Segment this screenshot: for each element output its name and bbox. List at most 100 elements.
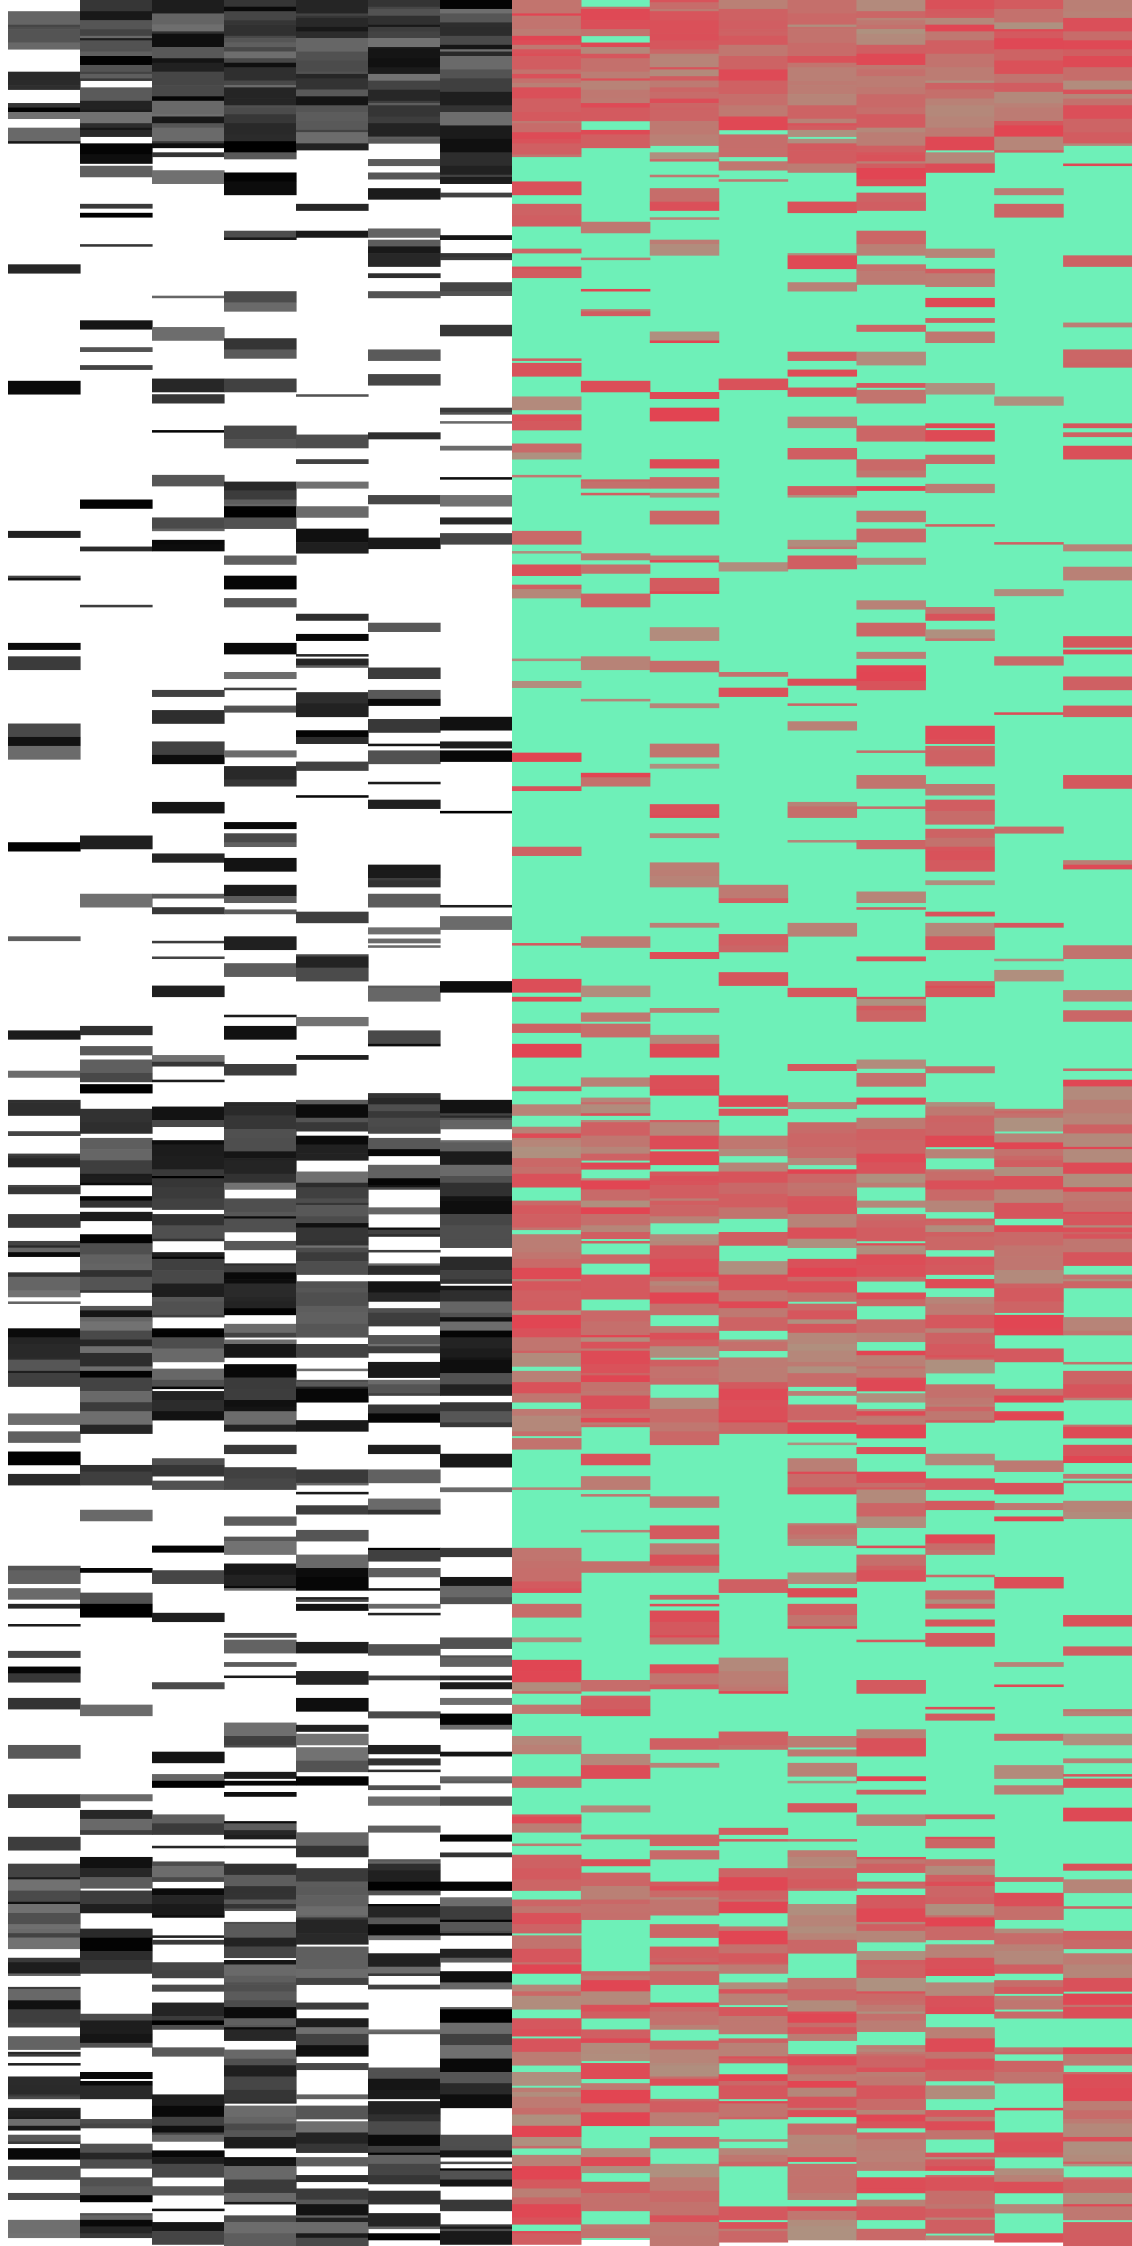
- heatmap-right-cell: [1063, 2004, 1132, 2008]
- heatmap-right-cell: [718, 2148, 789, 2156]
- heatmap-left-cell: [296, 1886, 369, 1896]
- heatmap-right-cell: [580, 1904, 651, 1914]
- heatmap-right-cell: [787, 1780, 858, 1784]
- heatmap-left-cell: [368, 1758, 441, 1766]
- heatmap-left-cell: [296, 1135, 369, 1145]
- heatmap-left-cell: [440, 2161, 513, 2165]
- heatmap-left-cell: [296, 956, 369, 968]
- heatmap-right-cell: [787, 1133, 858, 1148]
- heatmap-right-cell: [856, 264, 926, 272]
- heatmap-left-cell: [224, 1937, 297, 1947]
- heatmap-right-cell: [649, 875, 720, 888]
- heatmap-left-cell: [296, 1323, 369, 1338]
- heatmap-left-cell: [368, 2114, 441, 2122]
- heatmap-right-cell: [856, 179, 926, 187]
- heatmap-right-cell: [994, 2233, 1064, 2243]
- heatmap-right-cell: [512, 943, 582, 946]
- heatmap-right-cell: [512, 17, 582, 30]
- heatmap-right-cell: [787, 1534, 858, 1540]
- heatmap-left-cell: [296, 1960, 369, 1970]
- heatmap-right-cell: [925, 273, 995, 288]
- heatmap-left-cell: [152, 33, 225, 48]
- heatmap-left-cell: [8, 1904, 81, 1914]
- heatmap-right-cell: [718, 2116, 789, 2120]
- heatmap-right-cell: [512, 53, 582, 57]
- heatmap-right-cell: [1063, 11, 1132, 19]
- heatmap-right-cell: [925, 1897, 995, 1905]
- heatmap-right-cell: [649, 1850, 720, 1860]
- heatmap-right-cell: [512, 2233, 582, 2245]
- heatmap-right-cell: [649, 2076, 720, 2080]
- heatmap-right-cell: [718, 1686, 789, 1692]
- heatmap-right-cell: [925, 8, 995, 14]
- heatmap-right-cell: [580, 1859, 651, 1867]
- heatmap-left-cell: [152, 1270, 225, 1284]
- heatmap-right-cell: [787, 94, 858, 106]
- heatmap-left-cell: [368, 864, 441, 879]
- heatmap-left-cell: [224, 1240, 297, 1251]
- heatmap-left-cell: [224, 833, 297, 843]
- heatmap-right-cell: [580, 71, 651, 79]
- heatmap-right-cell: [512, 40, 582, 46]
- heatmap-left-cell: [80, 2159, 153, 2169]
- heatmap-right-cell: [787, 1281, 858, 1293]
- heatmap-right-cell: [718, 80, 789, 95]
- heatmap-left-cell: [440, 165, 513, 176]
- heatmap-right-cell: [787, 1146, 858, 1159]
- heatmap-right-cell: [925, 1066, 995, 1074]
- heatmap-left-cell: [224, 80, 297, 86]
- heatmap-left-cell: [224, 1821, 297, 1824]
- heatmap-left-cell: [80, 112, 153, 124]
- heatmap-right-cell: [925, 423, 995, 429]
- heatmap-right-cell: [787, 62, 858, 68]
- heatmap-left-cell: [152, 47, 225, 59]
- heatmap-right-cell: [512, 2096, 582, 2109]
- heatmap-right-cell: [649, 203, 720, 211]
- heatmap-right-cell: [580, 1382, 651, 1392]
- heatmap-left-cell: [8, 1473, 81, 1486]
- heatmap-right-cell: [649, 2163, 720, 2178]
- heatmap-right-cell: [787, 1158, 858, 1166]
- heatmap-right-cell: [649, 2136, 720, 2149]
- heatmap-left-cell: [296, 1469, 369, 1484]
- heatmap-right-cell: [649, 1890, 720, 1898]
- heatmap-left-cell: [8, 1158, 81, 1168]
- heatmap-left-cell: [224, 2049, 297, 2059]
- heatmap-left-cell: [368, 743, 441, 747]
- heatmap-left-cell: [440, 176, 513, 184]
- heatmap-left-cell: [440, 1214, 513, 1226]
- heatmap-right-cell: [994, 712, 1064, 715]
- heatmap-left-cell: [8, 2009, 81, 2024]
- heatmap-right-cell: [580, 309, 651, 312]
- heatmap-left-cell: [296, 1388, 369, 1403]
- heatmap-left-cell: [224, 2058, 297, 2066]
- heatmap-right-cell: [512, 2204, 582, 2218]
- heatmap-left-cell: [440, 138, 513, 153]
- heatmap-right-cell: [718, 147, 789, 158]
- heatmap-left-cell: [8, 2119, 81, 2127]
- heatmap-left-cell: [296, 2237, 369, 2246]
- heatmap-left-cell: [224, 58, 297, 64]
- heatmap-right-cell: [925, 911, 995, 917]
- heatmap-right-cell: [856, 1366, 926, 1369]
- heatmap-right-cell: [994, 203, 1064, 218]
- heatmap-right-cell: [649, 1899, 720, 1912]
- heatmap-right-cell: [580, 257, 651, 261]
- heatmap-left-cell: [296, 31, 369, 39]
- heatmap-right-cell: [512, 1086, 582, 1092]
- heatmap-left-cell: [80, 165, 153, 178]
- heatmap-right-cell: [787, 123, 858, 126]
- heatmap-right-cell: [1063, 945, 1132, 960]
- heatmap-right-cell: [580, 1350, 651, 1365]
- heatmap-left-cell: [296, 1382, 369, 1387]
- heatmap-right-cell: [649, 40, 720, 50]
- heatmap-right-cell: [649, 1664, 720, 1674]
- heatmap-right-cell: [925, 1314, 995, 1329]
- heatmap-right-cell: [925, 739, 995, 744]
- heatmap-right-cell: [856, 1059, 926, 1069]
- heatmap-right-cell: [787, 1863, 858, 1867]
- heatmap-left-cell: [152, 1144, 225, 1157]
- heatmap-right-cell: [512, 1258, 582, 1269]
- heatmap-left-cell: [224, 1675, 297, 1679]
- heatmap-left-cell: [368, 100, 441, 104]
